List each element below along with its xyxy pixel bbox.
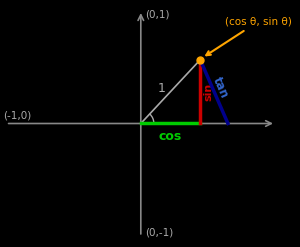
Text: (cos θ, sin θ): (cos θ, sin θ)	[206, 17, 292, 55]
Text: (0,1): (0,1)	[145, 9, 170, 19]
Text: sin: sin	[204, 82, 214, 101]
Text: (-1,0): (-1,0)	[3, 110, 32, 120]
Text: cos: cos	[159, 130, 182, 143]
Text: (0,-1): (0,-1)	[145, 228, 173, 238]
Text: tan: tan	[210, 75, 230, 100]
Text: 1: 1	[157, 82, 165, 95]
